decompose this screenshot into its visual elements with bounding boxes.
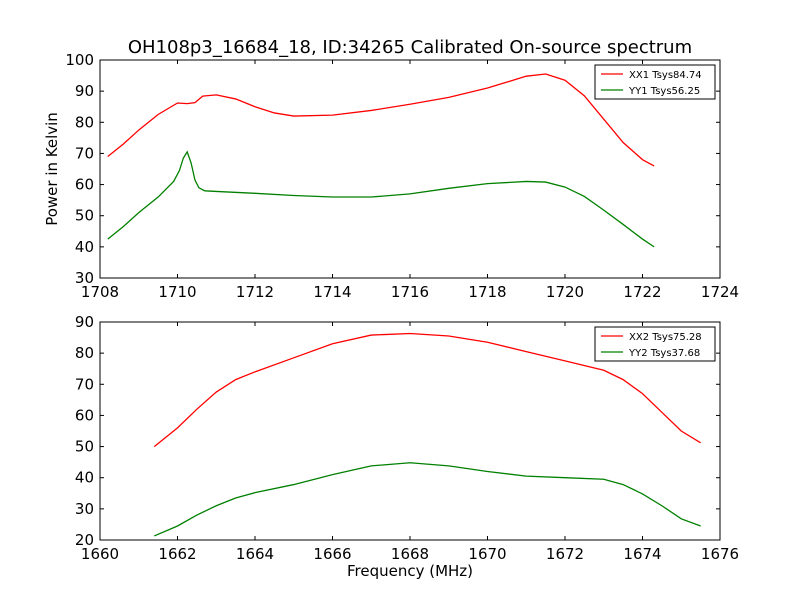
x-tick-label: 1724	[701, 283, 739, 301]
legend-label: YY1 Tsys56.25	[628, 86, 700, 97]
y-tick-label: 90	[75, 313, 94, 331]
y-tick-label: 60	[75, 176, 94, 194]
series-line-1-1	[107, 73, 655, 167]
legend-box	[594, 64, 716, 100]
y-tick-label: 30	[75, 500, 94, 518]
y-tick-label: 40	[75, 469, 94, 487]
x-tick-label: 1716	[391, 283, 429, 301]
legend: XX1 Tsys84.74 YY1 Tsys56.25	[594, 64, 716, 100]
y-tick-label: 70	[75, 144, 94, 162]
x-tick-label: 1714	[313, 283, 351, 301]
x-tick-label: 1722	[623, 283, 661, 301]
x-tick-label: 1712	[236, 283, 274, 301]
legend-box	[594, 326, 716, 362]
y-tick-label: 50	[75, 207, 94, 225]
x-tick-label: 1708	[81, 283, 119, 301]
y-tick-label: 70	[75, 375, 94, 393]
y-tick-label: 20	[75, 531, 94, 549]
chart-panels: 1708 1710 1712 1714 1716 1718 1720 1722 1724 30 40…	[65, 51, 739, 563]
legend-label: YY2 Tsys37.68	[628, 348, 700, 359]
y-axis-label: Power in Kelvin	[43, 112, 61, 226]
x-tick-label: 1662	[158, 545, 196, 563]
legend-label: XX2 Tsys75.28	[629, 332, 702, 343]
series-line-1-2	[107, 150, 655, 248]
panel-1: 1708 1710 1712 1714 1716 1718 1720 1722 1724 30 40…	[65, 51, 739, 301]
x-tick-label: 1668	[391, 545, 429, 563]
y-tick-label: 100	[65, 51, 94, 69]
x-tick-label: 1672	[546, 545, 584, 563]
legend: XX2 Tsys75.28 YY2 Tsys37.68	[594, 326, 716, 362]
x-tick-label: 1660	[81, 545, 119, 563]
legend-label: XX1 Tsys84.74	[629, 70, 702, 81]
x-tick-label: 1674	[623, 545, 661, 563]
y-tick-label: 40	[75, 238, 94, 256]
x-tick-label: 1710	[158, 283, 196, 301]
x-tick-label: 1666	[313, 545, 351, 563]
y-tick-label: 60	[75, 406, 94, 424]
x-tick-label: 1664	[236, 545, 274, 563]
series-line-2-1	[153, 332, 701, 448]
y-tick-label: 90	[75, 82, 94, 100]
figure-title: OH108p3_16684_18, ID:34265 Calibrated On…	[128, 37, 692, 58]
x-tick-label: 1676	[701, 545, 739, 563]
x-tick-label: 1720	[546, 283, 584, 301]
y-tick-label: 80	[75, 113, 94, 131]
y-tick-label: 50	[75, 438, 94, 456]
y-tick-label: 30	[75, 269, 94, 287]
x-axis-label: Frequency (MHz)	[347, 562, 473, 580]
y-tick-label: 80	[75, 344, 94, 362]
x-tick-label: 1718	[468, 283, 506, 301]
series-line-2-2	[153, 462, 701, 537]
x-tick-label: 1670	[468, 545, 506, 563]
panel-2: 1660 1662 1664 1666 1668 1670 1672 1674 1676 20 30…	[75, 313, 739, 563]
